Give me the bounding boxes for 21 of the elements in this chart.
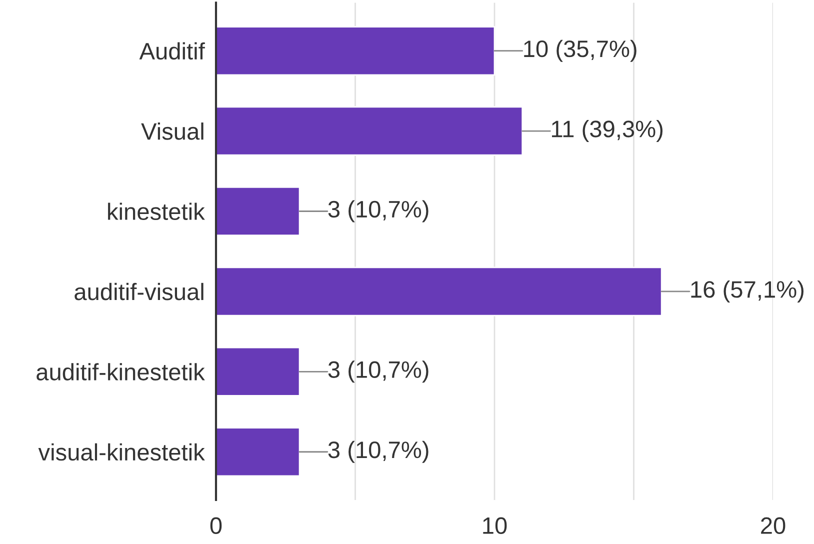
data-label: 11 (39,3%) xyxy=(552,120,662,142)
y-tick-label: Visual xyxy=(141,122,204,140)
y-tick-label: auditif-visual xyxy=(74,282,204,300)
y-tick-label: auditif-kinestetik xyxy=(36,363,205,380)
y-tick-label: visual-kinestetik xyxy=(38,443,205,461)
bar xyxy=(216,427,300,477)
data-label: 3 (10,7%) xyxy=(328,360,428,383)
data-label: 3 (10,7%) xyxy=(328,440,428,463)
data-label: 16 (57,1%) xyxy=(691,280,804,302)
bar xyxy=(216,106,524,156)
x-tick-label: 10 xyxy=(483,517,507,534)
bar xyxy=(216,26,496,76)
y-tick-label: kinestetik xyxy=(108,202,205,220)
bar xyxy=(216,186,300,236)
x-tick-label: 0 xyxy=(210,517,222,534)
x-tick-label: 20 xyxy=(761,517,786,534)
bar xyxy=(216,266,662,316)
bar xyxy=(216,346,300,396)
data-label: 10 (35,7%) xyxy=(524,40,636,62)
y-tick-label: Auditif xyxy=(139,42,205,60)
data-label: 3 (10,7%) xyxy=(328,200,428,222)
